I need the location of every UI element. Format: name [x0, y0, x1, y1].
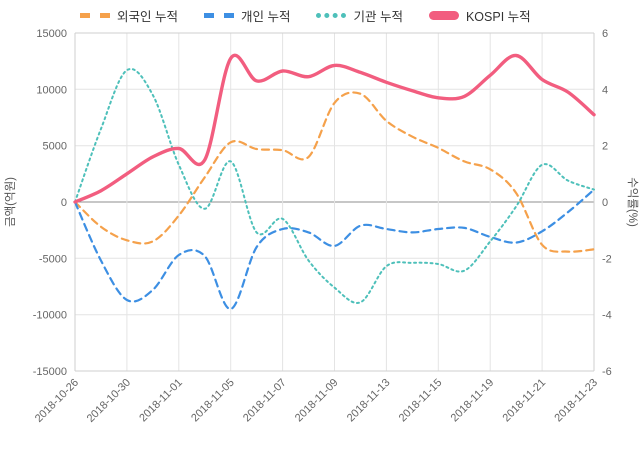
x-axis-tick: 2018-11-09 [293, 377, 341, 425]
legend-item-kospi: KOSPI 누적 [428, 6, 531, 25]
series-line-kospi [73, 53, 596, 204]
legend-swatch-foreign [80, 13, 110, 18]
legend-item-institution: 기관 누적 [316, 6, 403, 25]
legend: 외국인 누적 개인 누적 기관 누적 KOSPI 누적 [80, 6, 640, 25]
legend-swatch-individual [203, 13, 234, 18]
legend-item-individual: 개인 누적 [203, 6, 291, 25]
y-axis-tick-right: 2 [602, 141, 608, 153]
y-axis-tick-left: 15000 [36, 28, 67, 40]
series-line-institution [74, 67, 595, 304]
y-axis-tick-right: -4 [602, 310, 612, 322]
y-axis-tick-right: 6 [602, 28, 608, 40]
x-axis-tick: 2018-11-19 [449, 377, 497, 425]
x-axis-tick: 2018-10-30 [85, 377, 133, 425]
y-axis-tick-left: 0 [61, 197, 67, 209]
series-line-individual [73, 188, 596, 311]
x-axis-tick: 2018-11-01 [137, 377, 185, 425]
y-axis-tick-left: 5000 [43, 141, 67, 153]
x-axis-tick: 2018-11-15 [397, 377, 445, 425]
x-axis-tick: 2018-11-23 [552, 377, 600, 425]
y-axis-tick-left: 10000 [36, 84, 67, 96]
x-axis-tick: 2018-11-21 [501, 377, 549, 425]
y-axis-title-left: 금액(억원) [3, 177, 17, 227]
x-axis-tick: 2018-11-07 [241, 377, 289, 425]
legend-item-foreign: 외국인 누적 [80, 6, 178, 25]
legend-swatch-kospi [428, 11, 459, 20]
legend-label-kospi: KOSPI 누적 [465, 10, 531, 24]
y-axis-tick-right: 0 [602, 197, 608, 209]
x-axis-tick: 2018-11-05 [189, 377, 237, 425]
y-axis-title-right: 수익률(%) [626, 177, 639, 227]
y-axis-tick-right: 4 [602, 84, 608, 96]
y-axis-tick-right: -2 [602, 253, 612, 265]
legend-label-foreign: 외국인 누적 [117, 10, 178, 24]
legend-label-institution: 기관 누적 [353, 10, 403, 24]
x-axis-tick: 2018-11-13 [345, 377, 393, 425]
legend-label-individual: 개인 누적 [240, 10, 291, 24]
y-axis-tick-left: -10000 [33, 310, 67, 322]
y-axis-tick-left: -15000 [33, 366, 67, 378]
x-axis-tick: 2018-10-26 [33, 377, 81, 425]
series-line-foreign [73, 91, 596, 253]
legend-swatch-institution [316, 13, 347, 18]
y-axis-tick-right: -6 [602, 366, 612, 378]
y-axis-tick-left: -5000 [39, 253, 67, 265]
